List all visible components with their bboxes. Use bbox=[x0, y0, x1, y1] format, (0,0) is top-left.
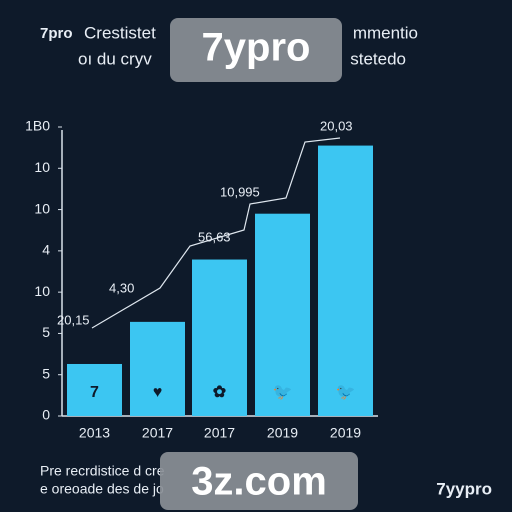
x-tick-label: 2013 bbox=[79, 425, 110, 441]
bar bbox=[130, 321, 185, 416]
title-part: mmentio bbox=[353, 23, 418, 42]
x-tick-label: 2019 bbox=[330, 425, 361, 441]
annotation: 20,03 bbox=[320, 118, 353, 133]
bar bbox=[192, 259, 247, 416]
y-tick-label: 1B0 bbox=[25, 118, 50, 134]
bar-icon: ✿ bbox=[213, 384, 226, 401]
x-tick-label: 2019 bbox=[267, 425, 298, 441]
annotation: 10,995 bbox=[220, 184, 260, 199]
title-part: Crestistet bbox=[84, 23, 156, 42]
footer-text: e oreoade des de jo bbox=[40, 481, 164, 497]
annotation: 56,63 bbox=[198, 229, 231, 244]
watermark: 3z.com bbox=[191, 460, 327, 504]
watermark-box bbox=[160, 452, 358, 510]
subtitle-part: oı du cryv bbox=[78, 49, 152, 68]
y-tick-label: 5 bbox=[42, 365, 50, 381]
y-tick-label: 10 bbox=[34, 159, 50, 175]
bar-icon: 🐦 bbox=[336, 384, 356, 401]
footer-logo: 7yypro bbox=[436, 479, 492, 498]
annotation: 20,15 bbox=[57, 312, 90, 327]
x-tick-label: 2017 bbox=[204, 425, 235, 441]
bar-icon: 🐦 bbox=[273, 384, 293, 401]
y-tick-label: 0 bbox=[42, 407, 50, 423]
watermark-box bbox=[170, 18, 342, 82]
x-tick-label: 2017 bbox=[142, 425, 173, 441]
y-tick-label: 5 bbox=[42, 324, 50, 340]
bar-icon: ♥ bbox=[153, 384, 163, 401]
watermark: 7ypro bbox=[202, 26, 311, 70]
y-tick-label: 4 bbox=[42, 242, 50, 258]
logo: 7pro bbox=[40, 25, 73, 42]
bar bbox=[318, 145, 373, 417]
bar bbox=[255, 213, 310, 416]
y-tick-label: 10 bbox=[34, 200, 50, 216]
annotation: 4,30 bbox=[109, 280, 134, 295]
subtitle-part: stetedo bbox=[350, 49, 406, 68]
trend-line bbox=[91, 137, 341, 329]
y-tick-label: 10 bbox=[34, 283, 50, 299]
bar bbox=[67, 363, 122, 416]
footer-text: Pre recrdistice d cre bbox=[40, 463, 165, 479]
bar-icon: 7 bbox=[90, 384, 99, 401]
